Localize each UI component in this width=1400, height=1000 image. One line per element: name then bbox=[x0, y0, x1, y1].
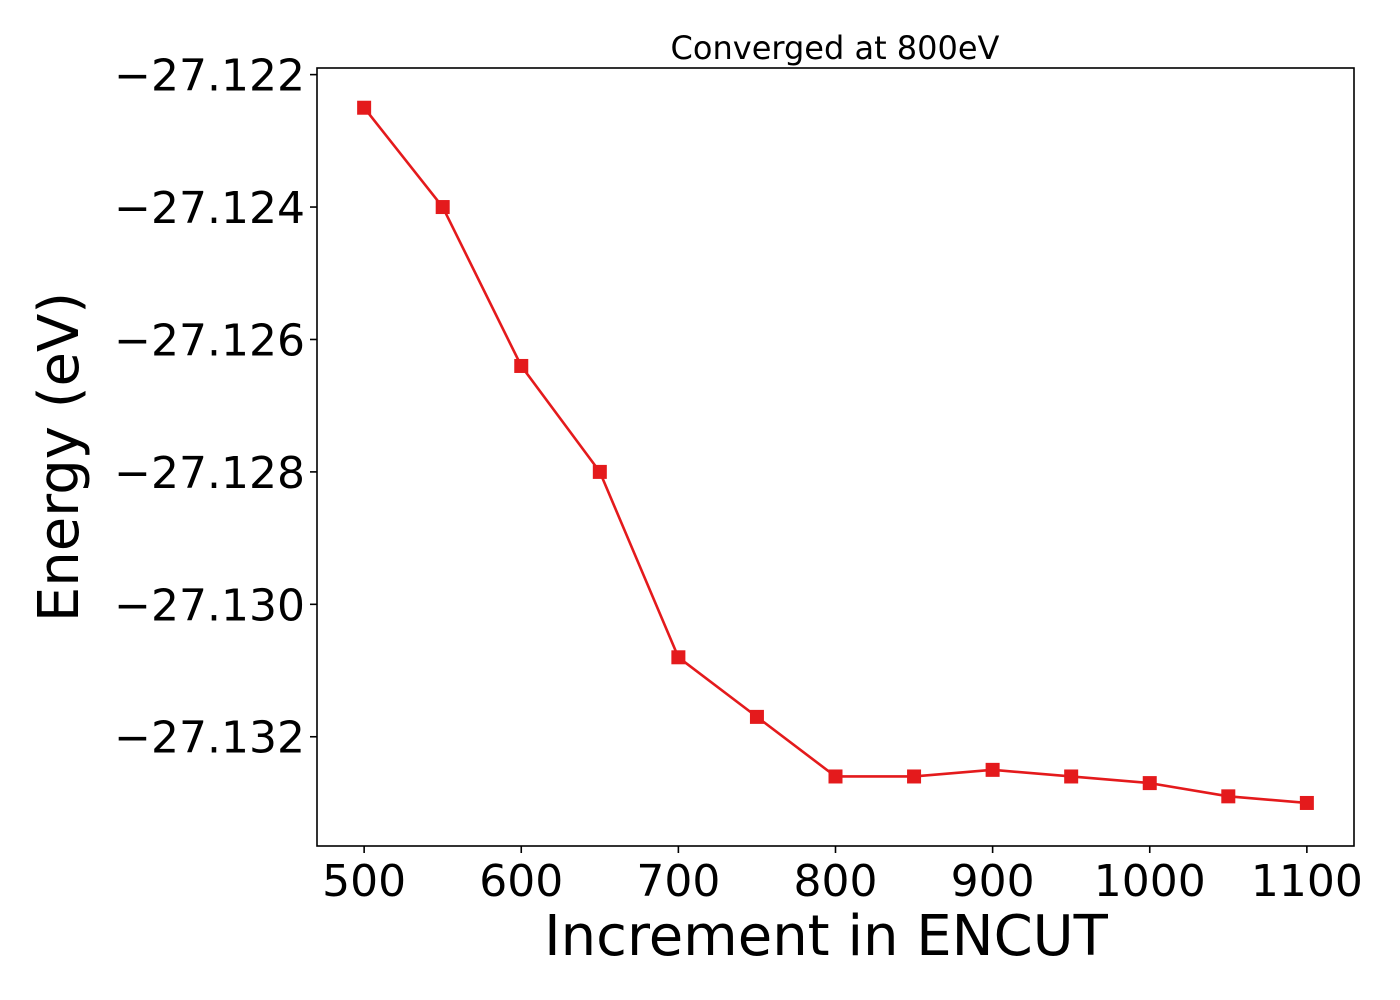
data-point bbox=[357, 100, 372, 115]
data-point bbox=[828, 769, 843, 784]
data-point bbox=[671, 650, 686, 665]
data-point bbox=[1064, 769, 1079, 784]
y-tick-label: −27.122 bbox=[114, 51, 305, 102]
x-tick-label: 500 bbox=[322, 856, 406, 907]
data-point bbox=[749, 709, 764, 724]
x-tick-label: 800 bbox=[794, 856, 878, 907]
data-point bbox=[1221, 789, 1236, 804]
x-tick-label: 700 bbox=[636, 856, 720, 907]
data-point bbox=[514, 358, 529, 373]
y-axis-title: Energy (eV) bbox=[27, 292, 92, 622]
x-axis-title: Increment in ENCUT bbox=[544, 904, 1109, 969]
x-tick-label: 1100 bbox=[1251, 856, 1363, 907]
data-point bbox=[907, 769, 922, 784]
plot-area bbox=[317, 68, 1354, 846]
ticks-layer: 500 600 700 800 900 1000 1100 −27.122 −27.124 −27… bbox=[114, 51, 1363, 907]
data-point bbox=[435, 200, 450, 215]
x-tick-label: 1000 bbox=[1094, 856, 1206, 907]
data-point bbox=[1299, 795, 1314, 810]
data-point bbox=[1142, 776, 1157, 791]
plot-frame bbox=[316, 67, 1355, 847]
y-tick-label: −27.126 bbox=[114, 315, 305, 366]
data-point bbox=[985, 762, 1000, 777]
x-tick-label: 600 bbox=[479, 856, 563, 907]
y-tick-label: −27.132 bbox=[114, 713, 305, 764]
y-tick-label: −27.124 bbox=[114, 183, 305, 234]
series-layer bbox=[357, 100, 1314, 810]
y-tick-label: −27.130 bbox=[114, 580, 305, 631]
chart-title: Converged at 800eV bbox=[671, 29, 1000, 67]
x-tick-label: 900 bbox=[951, 856, 1035, 907]
y-tick-label: −27.128 bbox=[114, 448, 305, 499]
data-point bbox=[592, 464, 607, 479]
